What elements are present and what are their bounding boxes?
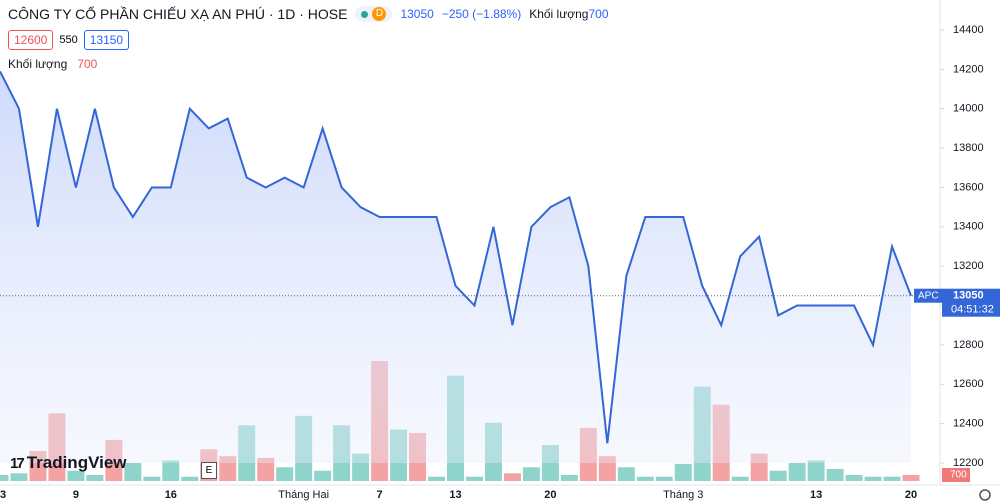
- price-area: [0, 71, 911, 463]
- y-tick-label: 12400: [953, 418, 984, 430]
- volume-bar: [674, 463, 692, 481]
- y-tick-label: 12600: [953, 378, 984, 390]
- logo-mark: 17: [10, 454, 25, 472]
- logo[interactable]: 17 TradingView: [10, 453, 127, 473]
- volume-bar: [560, 475, 578, 481]
- volume-bar: [124, 463, 142, 481]
- volume-bar: [617, 467, 635, 481]
- volume-bar: [503, 473, 521, 481]
- volume-bar: [181, 476, 199, 481]
- logo-text: TradingView: [26, 453, 127, 472]
- y-tick-label: 14400: [953, 24, 984, 36]
- bid[interactable]: 12600: [8, 30, 54, 50]
- y-tick-label: 14000: [953, 103, 984, 115]
- quote-row: 12600 550 13150: [8, 30, 130, 50]
- x-tick-label: 13: [449, 489, 461, 501]
- volume-bar: [826, 469, 844, 481]
- x-tick-label: 20: [905, 489, 917, 501]
- spread: 550: [59, 34, 78, 46]
- volume-bar: [276, 467, 294, 481]
- change: −250 (−1.88%): [441, 7, 522, 21]
- ask[interactable]: 13150: [83, 30, 130, 50]
- x-tick-label: 13: [810, 489, 822, 501]
- x-tick-label: 23: [0, 489, 6, 501]
- x-tick-label: 20: [544, 489, 556, 501]
- y-tick-label: 13200: [953, 260, 984, 272]
- price-label: 13050: [953, 290, 984, 302]
- volume-value: 700: [77, 57, 98, 71]
- volume-bar: [731, 476, 749, 481]
- volume-bar: [314, 470, 332, 481]
- x-tick-label: 16: [165, 489, 177, 501]
- volume-bar: [845, 475, 863, 481]
- volume-bar: [902, 475, 920, 481]
- badge: D: [372, 7, 387, 21]
- volume-bar: [162, 460, 180, 481]
- volume-label-bg: [942, 468, 970, 482]
- y-tick-label: 14200: [953, 63, 984, 75]
- volume-bar: [883, 476, 901, 481]
- title: CÔNG TY CỔ PHẦN CHIẾU XẠ AN PHÚ · 1D · H…: [8, 6, 348, 22]
- symbol-label: APC: [918, 290, 939, 301]
- y-tick-label: 12200: [953, 457, 984, 469]
- volume-label: Khối lượng: [529, 7, 589, 21]
- price-label-bg: [914, 288, 942, 303]
- volume-bar: [10, 473, 28, 481]
- status-badge[interactable]: D: [355, 6, 393, 22]
- price-label-bg: [942, 288, 1000, 317]
- x-tick-label: 7: [377, 489, 383, 501]
- volume-bar: [428, 476, 446, 481]
- volume-label: 700: [950, 470, 967, 481]
- x-tick-label: Tháng Hai: [278, 489, 329, 501]
- header: CÔNG TY CỔ PHẦN CHIẾU XẠ AN PHÚ · 1D · H…: [8, 6, 609, 22]
- y-tick-label: 13400: [953, 221, 984, 233]
- volume-bar: [655, 476, 673, 481]
- volume-bar: [0, 475, 9, 481]
- last-price: 13050: [400, 7, 434, 21]
- volume-bar: [807, 460, 825, 481]
- status-dot: [361, 10, 369, 18]
- volume-value: 700: [588, 7, 609, 21]
- volume-bar: [864, 476, 882, 481]
- price-line: [0, 70, 912, 444]
- y-tick-label: 12800: [953, 339, 984, 351]
- volume-legend: Khối lượng 700: [8, 57, 97, 71]
- x-tick-label: Tháng 3: [663, 489, 703, 501]
- volume-bar: [465, 476, 483, 481]
- volume-bar: [769, 470, 787, 481]
- volume-bar: [522, 467, 540, 481]
- volume-bar: [143, 476, 161, 481]
- countdown: 04:51:32: [951, 304, 994, 316]
- volume-bar: [257, 457, 275, 481]
- event-marker[interactable]: E: [201, 462, 217, 479]
- volume-bar: [67, 470, 85, 481]
- settings-icon: [979, 489, 991, 501]
- volume-bar: [86, 475, 104, 481]
- y-tick-label: 13800: [953, 142, 984, 154]
- x-tick-label: 9: [73, 489, 79, 501]
- volume-label: Khối lượng: [8, 57, 68, 71]
- y-tick-label: 13600: [953, 181, 984, 193]
- volume-bar: [636, 476, 654, 481]
- volume-bar: [788, 463, 806, 481]
